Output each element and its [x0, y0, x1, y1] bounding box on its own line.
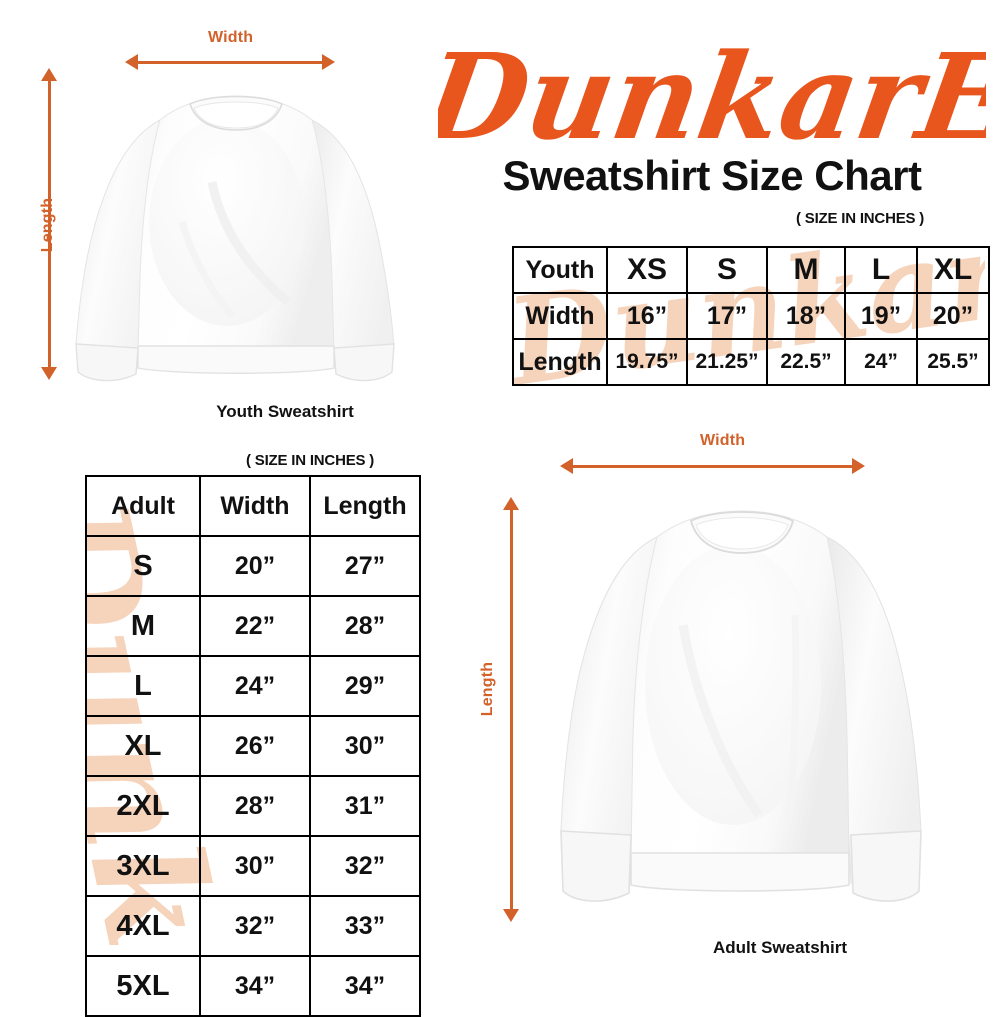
adult-width-cell: 30”: [199, 835, 311, 897]
adult-size-cell: XL: [85, 715, 201, 777]
youth-row-label: Width: [512, 292, 608, 340]
adult-length-cell: 30”: [309, 715, 421, 777]
arrow-shaft: [509, 510, 513, 909]
youth-sweatshirt-caption: Youth Sweatshirt: [216, 402, 354, 421]
adult-size-table: Adult Width Length S 20” 27” M 22” 28” L 24” 29”…: [85, 475, 421, 1017]
youth-inches-note: ( SIZE IN INCHES ): [796, 210, 925, 227]
table-row: 3XL 30” 32”: [85, 835, 421, 897]
arrow-head-left-icon: [560, 458, 573, 474]
youth-width-label: Width: [208, 29, 254, 46]
arrow-shaft: [138, 60, 322, 64]
youth-length-cell: 19.75”: [606, 338, 688, 386]
youth-width-cell: 20”: [916, 292, 990, 340]
youth-header-cell: M: [766, 246, 846, 294]
adult-length-cell: 28”: [309, 595, 421, 657]
adult-length-cell: 27”: [309, 535, 421, 597]
table-row: Adult Width Length: [85, 475, 421, 537]
arrow-head-bottom-icon: [41, 367, 57, 380]
adult-size-cell: 4XL: [85, 895, 201, 957]
adult-sweatshirt-caption: Adult Sweatshirt: [712, 938, 848, 957]
arrow-head-right-icon: [852, 458, 865, 474]
table-row: 5XL 34” 34”: [85, 955, 421, 1017]
youth-sweatshirt-image: [62, 72, 410, 400]
arrow-head-right-icon: [322, 54, 335, 70]
youth-row-label: Length: [512, 338, 608, 386]
arrow-head-left-icon: [125, 54, 138, 70]
youth-length-cell: 24”: [844, 338, 918, 386]
adult-length-cell: 29”: [309, 655, 421, 717]
adult-length-cell: 31”: [309, 775, 421, 837]
youth-header-cell: L: [844, 246, 918, 294]
youth-size-table: Youth XS S M L XL Width 16” 17” 18” 19” …: [512, 246, 990, 386]
adult-width-cell: 24”: [199, 655, 311, 717]
adult-length-cell: 33”: [309, 895, 421, 957]
adult-width-cell: 28”: [199, 775, 311, 837]
table-row: S 20” 27”: [85, 535, 421, 597]
adult-size-cell: 2XL: [85, 775, 201, 837]
adult-length-cell: 32”: [309, 835, 421, 897]
chart-title: Sweatshirt Size Chart: [502, 152, 922, 199]
adult-size-cell: L: [85, 655, 201, 717]
adult-width-cell: 32”: [199, 895, 311, 957]
table-row: Width 16” 17” 18” 19” 20”: [512, 292, 990, 340]
arrow-head-bottom-icon: [503, 909, 519, 922]
adult-size-cell: 5XL: [85, 955, 201, 1017]
adult-width-cell: 20”: [199, 535, 311, 597]
adult-size-cell: 3XL: [85, 835, 201, 897]
table-row: 4XL 32” 33”: [85, 895, 421, 957]
youth-width-cell: 19”: [844, 292, 918, 340]
youth-width-cell: 16”: [606, 292, 688, 340]
youth-header-cell: XL: [916, 246, 990, 294]
adult-sweatshirt-image: [545, 495, 937, 925]
arrow-head-top-icon: [41, 68, 57, 81]
adult-width-cell: 34”: [199, 955, 311, 1017]
adult-width-label: Width: [700, 432, 746, 449]
table-row: L 24” 29”: [85, 655, 421, 717]
adult-length-cell: 34”: [309, 955, 421, 1017]
youth-width-cell: 18”: [766, 292, 846, 340]
table-row: 2XL 28” 31”: [85, 775, 421, 837]
youth-length-cell: 22.5”: [766, 338, 846, 386]
adult-width-cell: 26”: [199, 715, 311, 777]
youth-header-cell: S: [686, 246, 768, 294]
youth-length-label: Length: [39, 197, 56, 253]
arrow-shaft: [573, 464, 852, 468]
adult-width-cell: 22”: [199, 595, 311, 657]
youth-width-arrow: [125, 54, 335, 70]
adult-length-arrow: [503, 497, 519, 922]
svg-text:DunkarE: DunkarE: [438, 34, 986, 164]
adult-width-arrow: [560, 458, 865, 474]
adult-header-cell: Width: [199, 475, 311, 537]
table-row: Youth XS S M L XL: [512, 246, 990, 294]
arrow-head-top-icon: [503, 497, 519, 510]
adult-size-cell: S: [85, 535, 201, 597]
table-row: Length 19.75” 21.25” 22.5” 24” 25.5”: [512, 338, 990, 386]
youth-length-arrow: [41, 68, 57, 380]
table-row: XL 26” 30”: [85, 715, 421, 777]
adult-header-cell: Length: [309, 475, 421, 537]
adult-header-cell: Adult: [85, 475, 201, 537]
arrow-shaft: [47, 81, 51, 367]
youth-length-cell: 21.25”: [686, 338, 768, 386]
youth-header-cell: XS: [606, 246, 688, 294]
youth-header-cell: Youth: [512, 246, 608, 294]
table-row: M 22” 28”: [85, 595, 421, 657]
youth-length-cell: 25.5”: [916, 338, 990, 386]
adult-size-cell: M: [85, 595, 201, 657]
dunkare-logo: DunkarE: [438, 34, 986, 164]
youth-width-cell: 17”: [686, 292, 768, 340]
adult-inches-note: ( SIZE IN INCHES ): [246, 452, 375, 469]
adult-length-label: Length: [479, 661, 496, 717]
